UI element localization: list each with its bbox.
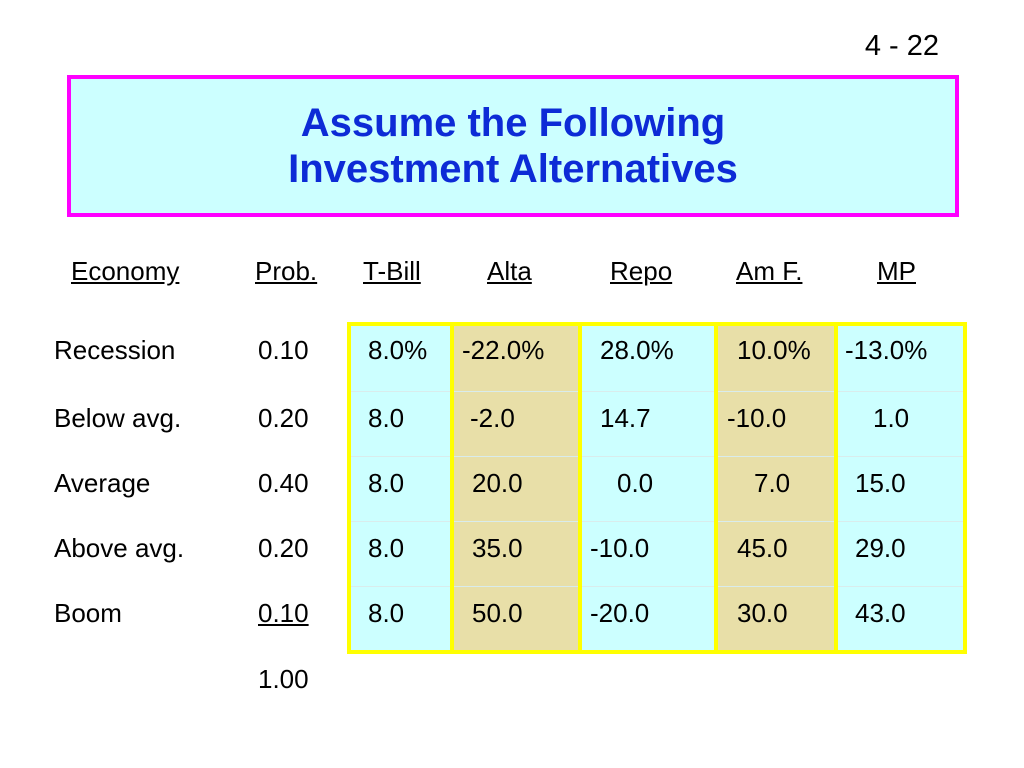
column-bg-mp <box>838 326 963 650</box>
alta-cell: 35.0 <box>472 533 523 563</box>
prob-total: 1.00 <box>258 664 309 694</box>
table-border-right <box>963 323 967 653</box>
header-tbill: T-Bill <box>363 256 421 286</box>
row-label-boom: Boom <box>54 598 122 628</box>
alta-cell: 50.0 <box>472 598 523 628</box>
repo-cell: 28.0% <box>600 335 674 365</box>
table-frame-top <box>347 322 967 326</box>
tbill-cell: 8.0 <box>368 403 405 433</box>
amf-cell: 7.0 <box>754 468 791 498</box>
row-divider <box>351 586 963 587</box>
mp-cell: -13.0% <box>845 335 928 365</box>
tbill-cell: 8.0 <box>368 598 405 628</box>
slide-number: 4 - 22 <box>864 30 939 62</box>
repo-cell: -10.0 <box>590 533 650 563</box>
header-prob: Prob. <box>255 256 318 286</box>
prob-cell: 0.10 <box>258 598 309 628</box>
column-bg-repo <box>582 326 714 650</box>
title-line-2: Investment Alternatives <box>288 147 738 191</box>
prob-cell: 0.20 <box>258 533 309 563</box>
table-frame-bottom <box>347 650 967 654</box>
amf-cell: 45.0 <box>737 533 788 563</box>
column-bg-tbill <box>351 326 450 650</box>
header-alta: Alta <box>487 256 532 286</box>
amf-cell: -10.0 <box>727 403 787 433</box>
mp-cell: 43.0 <box>855 598 906 628</box>
table-border <box>450 323 454 653</box>
table-border <box>714 323 718 653</box>
header-amf: Am F. <box>736 256 803 286</box>
row-label-average: Average <box>54 468 151 498</box>
repo-cell: 0.0 <box>617 468 654 498</box>
alta-cell: 20.0 <box>472 468 523 498</box>
prob-cell: 0.10 <box>258 335 309 365</box>
amf-cell: 10.0% <box>737 335 811 365</box>
mp-cell: 1.0 <box>873 403 910 433</box>
tbill-cell: 8.0% <box>368 335 428 365</box>
header-mp: MP <box>877 256 916 286</box>
table-border <box>578 323 582 653</box>
tbill-cell: 8.0 <box>368 468 405 498</box>
column-bg-amf <box>718 326 834 650</box>
column-bg-alta <box>454 326 578 650</box>
amf-cell: 30.0 <box>737 598 788 628</box>
header-repo: Repo <box>610 256 673 286</box>
row-divider <box>351 456 963 457</box>
title-line-1: Assume the Following <box>300 101 726 145</box>
prob-cell: 0.20 <box>258 403 309 433</box>
row-label-below-avg: Below avg. <box>54 403 182 433</box>
title-box: Assume the Following Investment Alternat… <box>67 75 959 217</box>
prob-cell: 0.40 <box>258 468 309 498</box>
table-border <box>834 323 838 653</box>
tbill-cell: 8.0 <box>368 533 405 563</box>
row-divider <box>351 521 963 522</box>
repo-cell: -20.0 <box>590 598 650 628</box>
alta-cell: -22.0% <box>462 335 545 365</box>
row-label-recession: Recession <box>54 335 176 365</box>
row-divider <box>351 391 963 392</box>
alta-cell: -2.0 <box>470 403 515 433</box>
mp-cell: 15.0 <box>855 468 906 498</box>
table-border-left <box>347 323 351 653</box>
repo-cell: 14.7 <box>600 403 651 433</box>
header-economy: Economy <box>71 256 180 286</box>
mp-cell: 29.0 <box>855 533 906 563</box>
row-label-above-avg: Above avg. <box>54 533 185 563</box>
